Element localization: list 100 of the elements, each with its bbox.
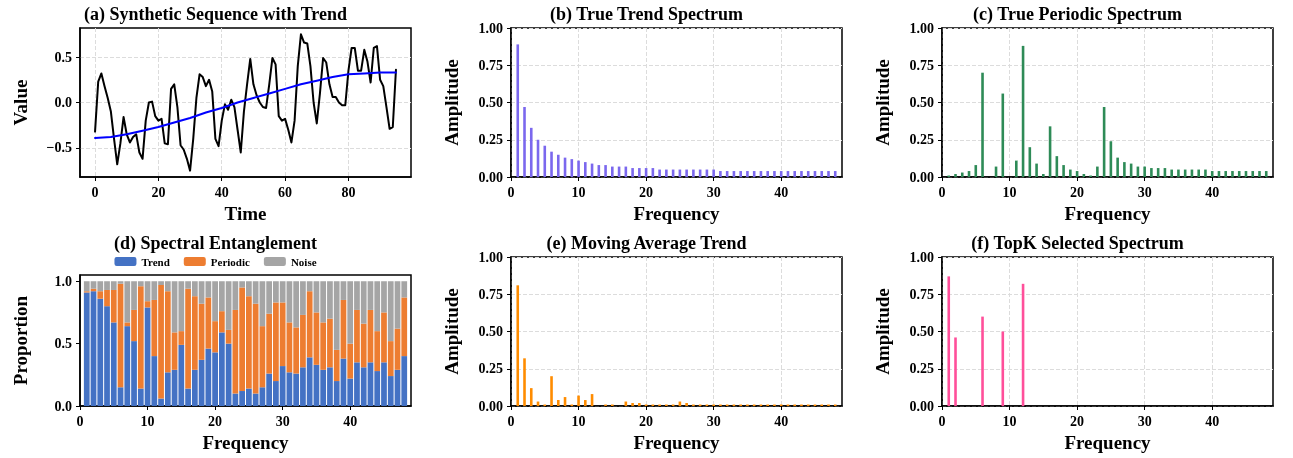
x-tick-label: 40: [774, 413, 789, 429]
x-tick-label: 30: [706, 413, 721, 429]
bar: [1210, 171, 1214, 177]
bar: [638, 403, 641, 406]
x-tick-label: 20: [639, 184, 654, 200]
x-axis-title: Time: [224, 202, 267, 224]
y-tick-label: 1.0: [54, 273, 72, 289]
bar: [611, 166, 614, 177]
bar: [766, 171, 769, 177]
y-axis-title: Amplitude: [441, 288, 462, 375]
bar: [685, 169, 688, 177]
y-tick-label: 1.00: [478, 20, 503, 36]
bar: [665, 169, 668, 177]
bar: [1224, 171, 1228, 177]
bar: [1062, 165, 1065, 177]
legend-label: Noise: [290, 255, 317, 268]
y-tick-label: 0.25: [909, 132, 934, 148]
y-tick-label: 0.0: [54, 95, 72, 110]
x-tick-label: 10: [571, 184, 586, 200]
bar: [793, 171, 797, 177]
bar: [954, 337, 957, 406]
bar: [779, 171, 783, 177]
x-tick-label: 20: [151, 184, 166, 200]
chart-title: (f) TopK Selected Spectrum: [971, 233, 1184, 254]
chart-title: (e) Moving Average Trend: [546, 233, 747, 254]
bar: [523, 106, 526, 177]
bar: [960, 172, 964, 177]
x-axis-title: Frequency: [633, 431, 721, 453]
x-tick-label: 20: [639, 413, 654, 429]
x-tick-label: 10: [140, 413, 155, 429]
bar: [1001, 93, 1005, 177]
bar: [1204, 169, 1207, 177]
bar: [1197, 169, 1200, 177]
bar: [1001, 331, 1005, 406]
y-tick-label: 0.0: [54, 398, 72, 414]
bar: [529, 388, 533, 406]
x-tick-label: 10: [1002, 413, 1017, 429]
x-tick-label: 0: [91, 184, 99, 200]
bar: [800, 171, 803, 177]
x-axis-title: Frequency: [202, 431, 290, 453]
y-tick-label: 0.25: [478, 361, 503, 377]
bar: [550, 151, 553, 177]
y-tick-label: 1.00: [478, 249, 503, 265]
chart-title: (b) True Trend Spectrum: [550, 4, 743, 25]
y-axis-title: Proportion: [10, 295, 31, 386]
x-axis-title: Frequency: [633, 202, 721, 224]
x-tick-label: 30: [1137, 184, 1152, 200]
y-tick-label: 0.75: [909, 57, 934, 73]
y-tick-label: 1.00: [909, 20, 934, 36]
bar: [556, 400, 560, 406]
x-tick-label: 20: [1070, 184, 1085, 200]
bar: [1116, 157, 1119, 177]
x-tick-label: 0: [938, 413, 946, 429]
y-tick-label: 0.50: [909, 95, 934, 110]
bar: [1150, 168, 1153, 177]
y-axis-title: Amplitude: [872, 288, 893, 375]
x-axis-title: Frequency: [1064, 431, 1152, 453]
bar: [833, 171, 837, 177]
bar: [577, 395, 580, 406]
bar: [529, 127, 533, 177]
bar: [719, 171, 722, 177]
bar: [685, 403, 688, 406]
bar: [820, 171, 824, 177]
x-tick-label: 0: [507, 184, 515, 200]
bar: [584, 400, 587, 406]
bar: [584, 162, 587, 177]
y-tick-label: 0.75: [478, 57, 503, 73]
x-tick-label: 30: [1137, 413, 1152, 429]
bar: [631, 403, 634, 406]
chart-title: (d) Spectral Entanglement: [114, 233, 317, 254]
y-axis-title: Amplitude: [441, 59, 462, 146]
bar: [1123, 162, 1126, 177]
bar: [692, 169, 695, 177]
x-tick-label: 40: [1205, 413, 1220, 429]
bar: [631, 168, 634, 177]
bar: [1258, 171, 1261, 177]
y-tick-label: 0.00: [478, 169, 503, 185]
x-tick-label: 20: [1070, 413, 1085, 429]
x-tick-label: 60: [278, 184, 293, 200]
x-axis-title: Frequency: [1064, 202, 1152, 224]
legend-label: Trend: [141, 255, 170, 268]
bar: [516, 285, 520, 406]
bar: [1231, 171, 1234, 177]
y-tick-label: −0.5: [46, 140, 72, 156]
bar: [1042, 174, 1045, 177]
x-tick-label: 0: [76, 413, 84, 429]
y-tick-label: 0.50: [909, 324, 934, 339]
bar: [947, 276, 951, 406]
x-tick-label: 40: [343, 413, 358, 429]
y-axis-title: Value: [10, 79, 31, 126]
y-tick-label: 1.00: [909, 249, 934, 265]
bar: [712, 169, 715, 177]
x-tick-label: 40: [1205, 184, 1220, 200]
y-tick-label: 0.25: [478, 132, 503, 148]
bar: [1096, 166, 1099, 177]
bar: [577, 160, 580, 177]
bar: [1177, 169, 1180, 177]
x-tick-label: 10: [571, 413, 586, 429]
bar: [806, 171, 810, 177]
y-tick-label: 0.75: [478, 286, 503, 302]
